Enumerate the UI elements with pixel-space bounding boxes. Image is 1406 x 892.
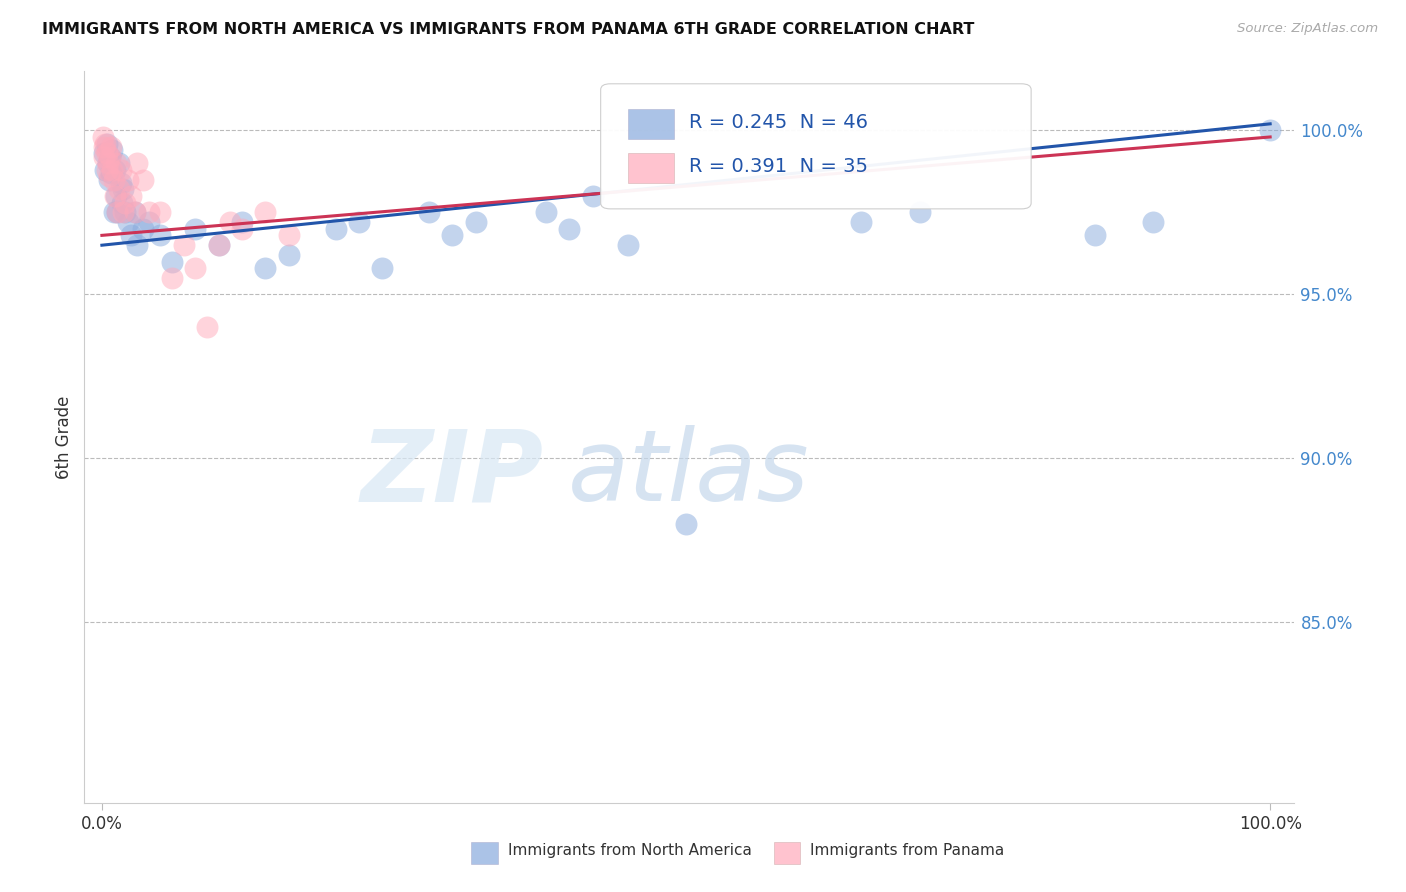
Point (208, 238, 231, 252)
Point (98, 150, 121, 164)
Point (96, 136, 118, 151)
Point (173, 238, 195, 252)
Point (184, 222, 207, 236)
Point (108, 156, 131, 170)
Point (254, 261, 277, 276)
Point (100, 140, 122, 154)
Point (111, 182, 134, 196)
Point (103, 172, 125, 186)
Point (94, 136, 117, 151)
Point (96, 146, 118, 161)
Point (114, 205, 136, 219)
Point (160, 254, 183, 268)
Point (851, 215, 873, 229)
Point (97, 169, 120, 184)
Point (908, 205, 931, 219)
Point (208, 238, 231, 252)
Point (277, 248, 299, 262)
Point (1142, 215, 1164, 229)
Point (101, 143, 124, 157)
Point (105, 205, 128, 219)
FancyBboxPatch shape (773, 841, 800, 863)
Point (91, 130, 114, 145)
Point (231, 222, 253, 236)
FancyBboxPatch shape (600, 84, 1031, 209)
Point (124, 205, 146, 219)
Point (104, 156, 127, 170)
Point (418, 205, 440, 219)
Point (124, 205, 146, 219)
Point (93, 150, 115, 164)
Point (104, 162, 127, 177)
Point (1084, 228, 1107, 243)
Point (111, 205, 134, 219)
Point (120, 189, 142, 203)
Point (184, 261, 207, 276)
Point (558, 222, 581, 236)
Point (110, 162, 132, 177)
Point (108, 182, 131, 196)
Point (94, 162, 117, 177)
Point (581, 189, 603, 203)
Point (138, 215, 160, 229)
Point (277, 228, 299, 243)
Point (138, 205, 160, 219)
FancyBboxPatch shape (471, 841, 498, 863)
Text: ZIP: ZIP (361, 425, 544, 522)
Point (675, 516, 697, 531)
Point (110, 176, 132, 190)
Point (149, 228, 172, 243)
Point (347, 215, 370, 229)
Point (464, 215, 486, 229)
Point (325, 222, 347, 236)
Point (96, 162, 118, 177)
Point (101, 162, 124, 177)
Text: IMMIGRANTS FROM NORTH AMERICA VS IMMIGRANTS FROM PANAMA 6TH GRADE CORRELATION CH: IMMIGRANTS FROM NORTH AMERICA VS IMMIGRA… (42, 22, 974, 37)
Point (103, 205, 125, 219)
Point (100, 166, 122, 180)
FancyBboxPatch shape (628, 153, 675, 183)
Point (132, 172, 155, 186)
Point (371, 261, 394, 276)
Point (98, 150, 121, 164)
Point (104, 189, 127, 203)
Text: atlas: atlas (568, 425, 810, 522)
Point (160, 271, 183, 285)
Point (149, 205, 172, 219)
Point (125, 238, 148, 252)
Point (616, 238, 638, 252)
Text: R = 0.245  N = 46: R = 0.245 N = 46 (689, 113, 868, 132)
Point (97, 156, 120, 170)
Point (219, 215, 242, 229)
Point (534, 205, 557, 219)
Text: R = 0.391  N = 35: R = 0.391 N = 35 (689, 157, 868, 176)
Point (117, 172, 139, 186)
Point (93, 146, 115, 161)
Point (1258, 123, 1281, 137)
Point (231, 215, 253, 229)
Point (97, 172, 120, 186)
Point (117, 215, 139, 229)
Point (120, 228, 142, 243)
Point (97, 156, 120, 170)
Point (105, 205, 128, 219)
Point (125, 156, 148, 170)
FancyBboxPatch shape (628, 110, 675, 138)
Point (114, 195, 136, 210)
Point (104, 189, 127, 203)
Text: Source: ZipAtlas.com: Source: ZipAtlas.com (1237, 22, 1378, 36)
Point (195, 320, 218, 334)
Point (111, 195, 134, 210)
Point (441, 228, 464, 243)
Point (93, 140, 115, 154)
Text: Immigrants from Panama: Immigrants from Panama (810, 843, 1004, 858)
Point (132, 222, 155, 236)
Point (254, 205, 277, 219)
Y-axis label: 6th Grade: 6th Grade (55, 395, 73, 479)
Text: Immigrants from North America: Immigrants from North America (508, 843, 751, 858)
